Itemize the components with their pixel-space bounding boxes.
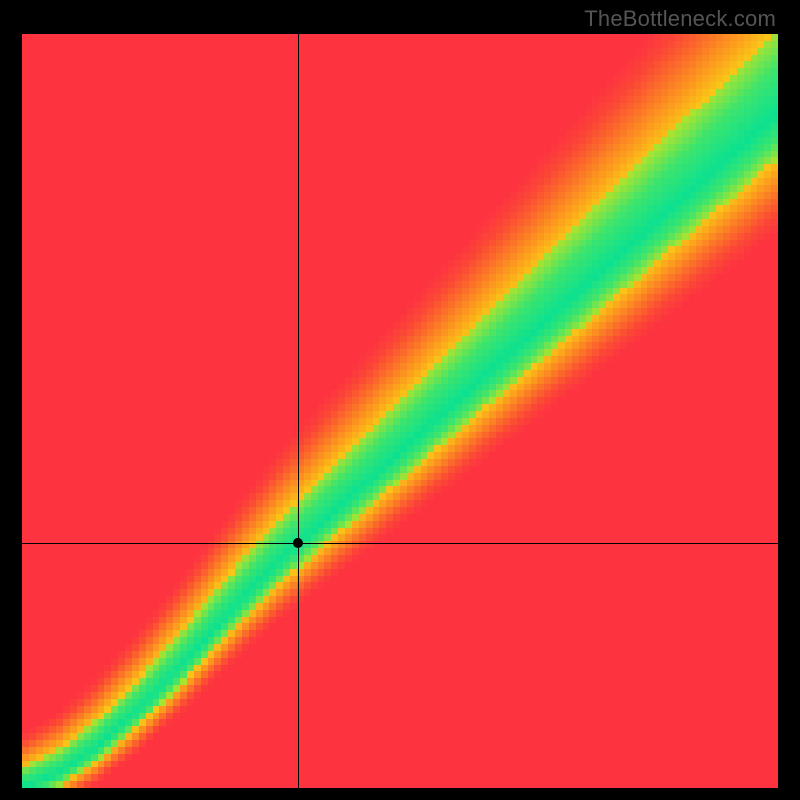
watermark-text: TheBottleneck.com [584, 6, 776, 32]
chart-container: TheBottleneck.com [0, 0, 800, 800]
crosshair-overlay [0, 0, 800, 800]
